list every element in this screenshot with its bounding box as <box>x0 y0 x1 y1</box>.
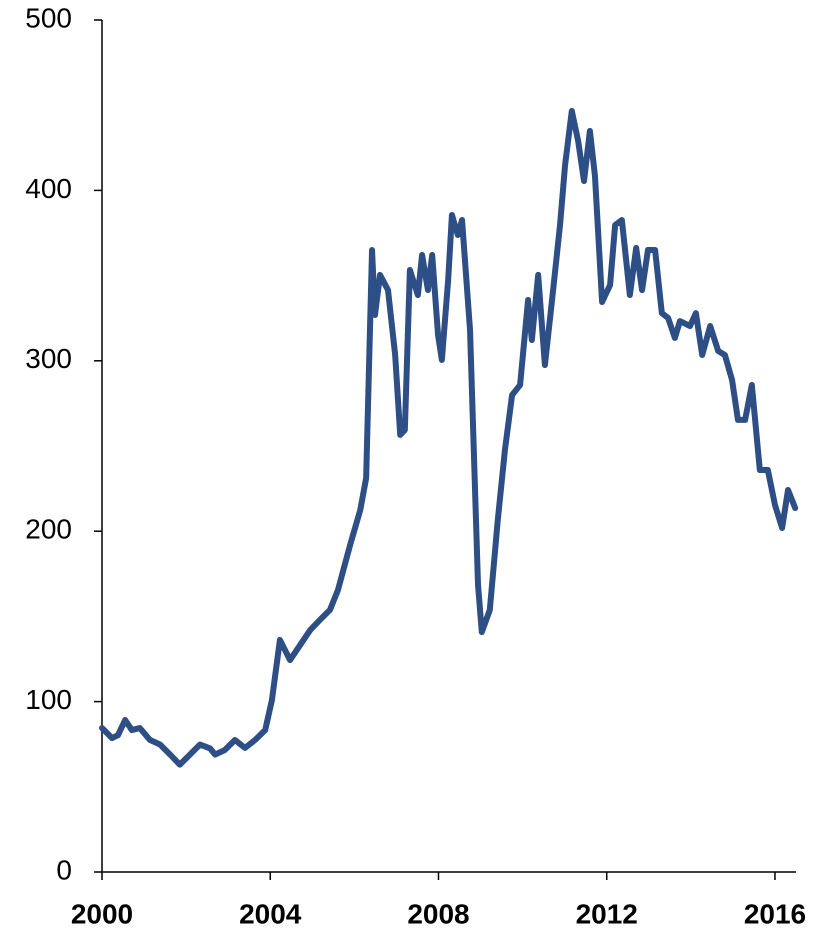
y-tick-label: 300 <box>25 343 72 374</box>
data-line <box>99 107 799 768</box>
x-tick-label: 2000 <box>71 898 133 929</box>
y-tick-label: 500 <box>25 2 72 33</box>
x-tick-label: 2004 <box>239 898 302 929</box>
y-tick-label: 100 <box>25 684 72 715</box>
y-tick-label: 400 <box>25 173 72 204</box>
y-tick-label: 0 <box>56 854 72 885</box>
y-tick-label: 200 <box>25 514 72 545</box>
x-tick-label: 2008 <box>407 898 469 929</box>
x-tick-label: 2012 <box>576 898 638 929</box>
x-tick-label: 2016 <box>744 898 806 929</box>
